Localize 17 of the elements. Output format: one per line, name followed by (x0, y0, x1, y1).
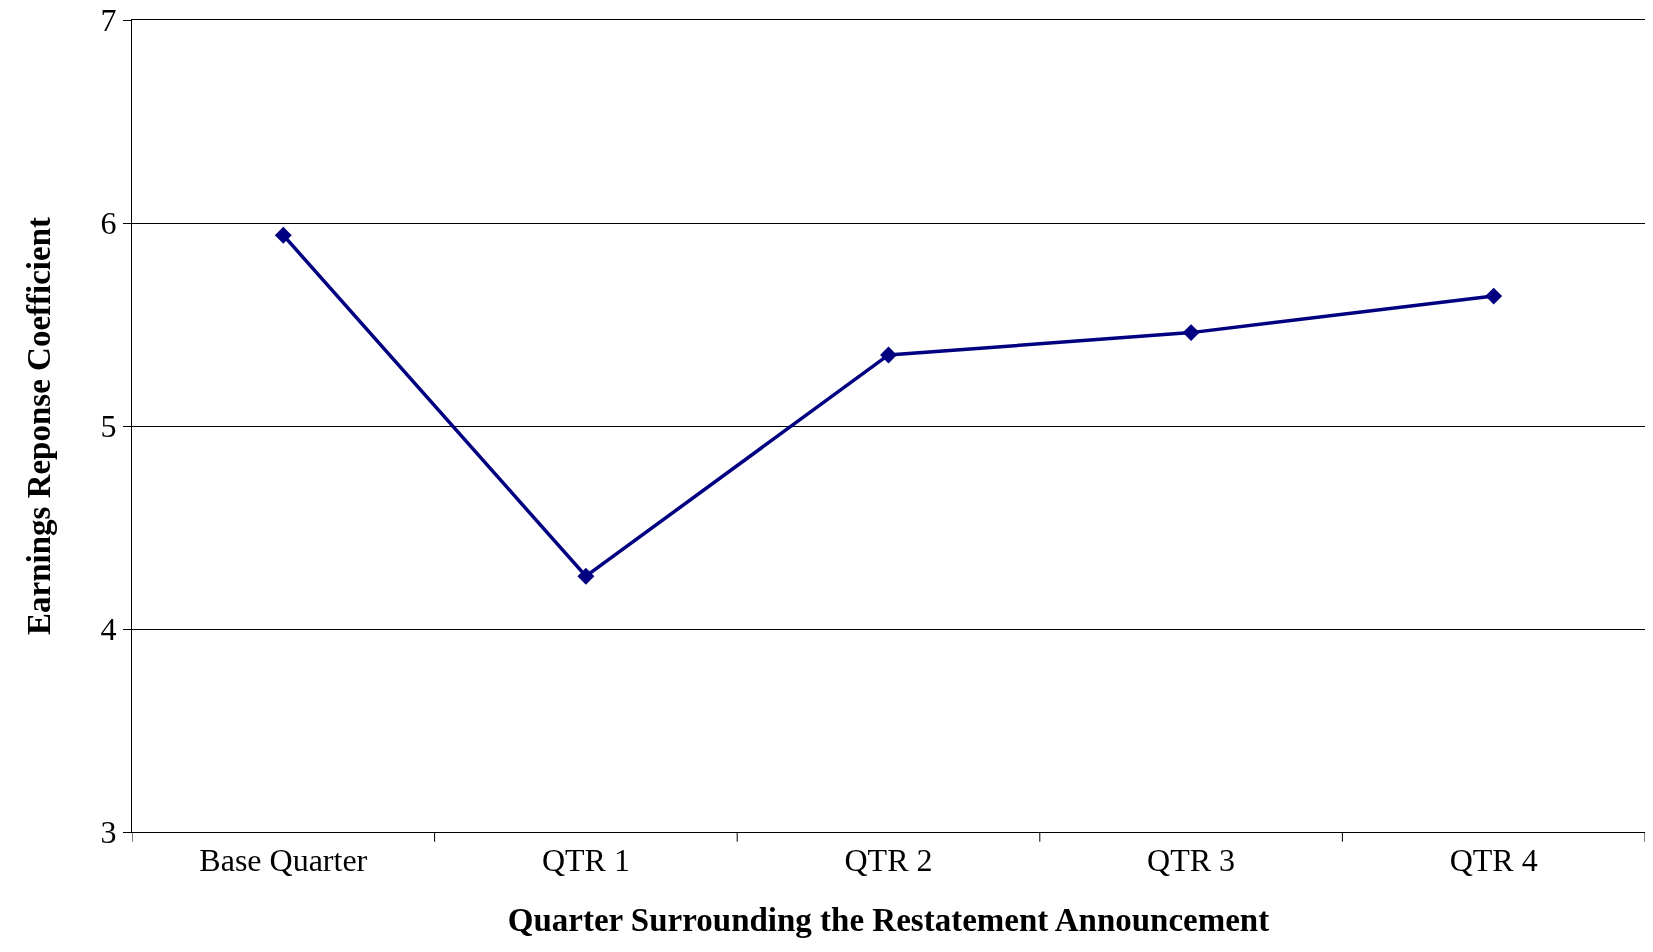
x-tick-label: QTR 2 (844, 842, 933, 879)
x-tick-label: QTR 3 (1147, 842, 1236, 879)
y-tick-label: 5 (100, 408, 117, 445)
y-tick-label: 6 (100, 205, 117, 242)
x-tick-label: Base Quarter (199, 842, 368, 879)
y-tick-label: 7 (100, 2, 117, 39)
y-tick-label: 4 (100, 611, 117, 648)
x-tick-label: QTR 4 (1449, 842, 1538, 879)
point (880, 346, 897, 364)
point (274, 226, 292, 244)
x-tick-label: QTR 1 (541, 842, 630, 879)
x-axis-title: Quarter Surrounding the Restatement Announcement (507, 902, 1270, 938)
point (1182, 324, 1200, 342)
y-tick-label: 3 (100, 814, 117, 851)
point (577, 567, 595, 585)
point (1485, 287, 1503, 305)
y-axis-title: Earnings Reponse Coefficient (20, 217, 57, 635)
